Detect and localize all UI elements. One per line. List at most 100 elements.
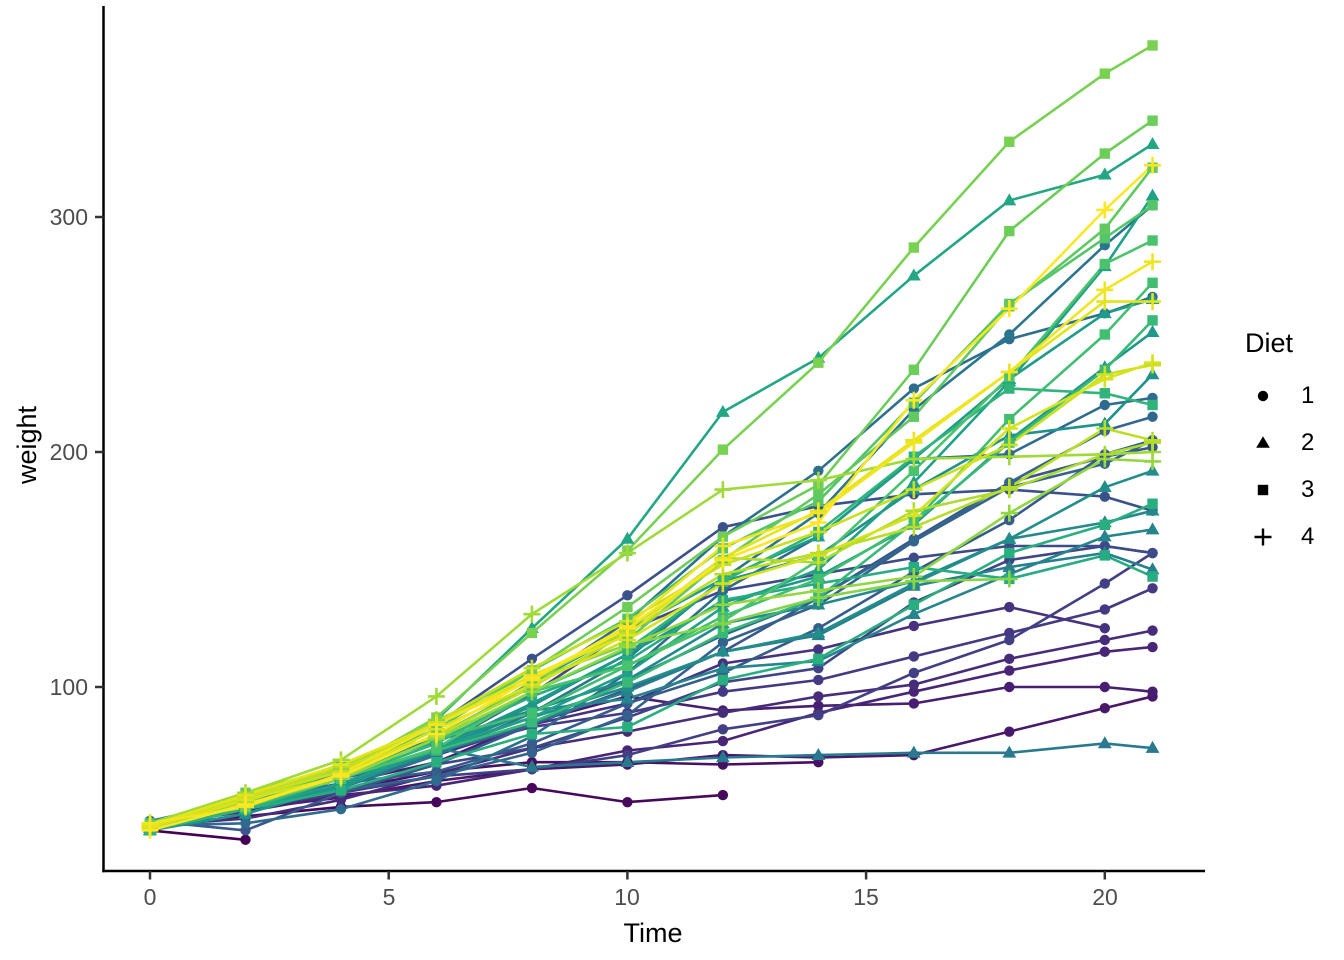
data-point-diet-4 xyxy=(1144,431,1162,449)
data-point-diet-3 xyxy=(622,677,633,688)
data-point-diet-3 xyxy=(1099,68,1110,79)
data-point-diet-1 xyxy=(813,691,824,702)
data-point-diet-4 xyxy=(236,796,254,813)
data-point-diet-3 xyxy=(1099,388,1110,399)
data-point-diet-4 xyxy=(1000,436,1018,454)
data-point-diet-3 xyxy=(1099,550,1110,561)
data-point-diet-1 xyxy=(1099,578,1111,589)
data-point-diet-2 xyxy=(1145,503,1160,516)
data-point-diet-1 xyxy=(908,536,920,547)
data-point-diet-1 xyxy=(431,796,442,808)
data-point-diet-3 xyxy=(1147,315,1158,326)
data-point-diet-3 xyxy=(717,531,729,542)
data-point-diet-1 xyxy=(1099,681,1111,693)
data-point-diet-1 xyxy=(526,653,538,664)
data-point-diet-1 xyxy=(1004,665,1015,676)
data-point-diet-4 xyxy=(1000,363,1018,381)
data-point-diet-2 xyxy=(620,665,635,678)
data-point-diet-3 xyxy=(908,364,920,375)
data-point-diet-1 xyxy=(335,804,347,815)
data-point-diet-1 xyxy=(813,644,824,655)
legend-item-diet-1: 1 xyxy=(1245,372,1344,419)
circle-icon xyxy=(1245,381,1281,411)
data-point-diet-4 xyxy=(714,551,732,569)
data-point-diet-4 xyxy=(809,514,827,531)
data-point-diet-3 xyxy=(622,601,633,613)
data-point-diet-4 xyxy=(809,471,827,489)
data-point-diet-1 xyxy=(1004,726,1015,737)
data-point-diet-4 xyxy=(905,568,923,586)
data-point-diet-1 xyxy=(1099,623,1111,634)
data-point-diet-1 xyxy=(1147,625,1158,636)
data-point-diet-3 xyxy=(526,717,538,728)
data-point-diet-4 xyxy=(1000,478,1018,496)
x-tick-label-15: 15 xyxy=(853,884,879,910)
data-point-diet-1 xyxy=(1099,491,1111,502)
legend-item-label: 3 xyxy=(1301,475,1315,503)
x-axis-title: Time xyxy=(623,918,683,948)
data-point-diet-4 xyxy=(1096,445,1114,463)
data-point-diet-4 xyxy=(1096,370,1114,388)
data-point-diet-1 xyxy=(717,735,729,747)
data-point-diet-1 xyxy=(908,651,920,662)
y-tick-label-100: 100 xyxy=(49,674,88,700)
data-point-diet-2 xyxy=(1145,324,1160,337)
data-point-diet-4 xyxy=(523,669,541,687)
data-point-diet-4 xyxy=(1144,354,1162,372)
data-point-diet-2 xyxy=(1002,193,1017,206)
data-point-diet-3 xyxy=(1147,571,1158,582)
data-point-diet-3 xyxy=(1147,277,1158,288)
data-point-diet-3 xyxy=(813,653,824,664)
data-point-diet-4 xyxy=(1000,300,1018,318)
data-point-diet-2 xyxy=(525,759,539,772)
data-point-diet-4 xyxy=(1144,156,1162,174)
data-point-diet-2 xyxy=(715,750,730,763)
data-point-diet-1 xyxy=(717,789,729,801)
data-point-diet-1 xyxy=(1004,653,1015,664)
data-point-diet-2 xyxy=(1145,188,1160,201)
data-point-diet-3 xyxy=(1147,115,1158,126)
data-point-diet-1 xyxy=(908,667,920,679)
data-point-diet-4 xyxy=(714,575,732,593)
data-point-diet-2 xyxy=(1097,306,1112,319)
data-point-diet-1 xyxy=(813,710,824,721)
data-point-diet-3 xyxy=(622,660,633,672)
data-point-diet-3 xyxy=(431,757,442,768)
data-point-diet-3 xyxy=(813,573,824,585)
data-point-diet-2 xyxy=(1002,745,1017,758)
data-point-diet-3 xyxy=(1147,399,1158,411)
data-point-diet-2 xyxy=(811,625,826,638)
data-point-diet-3 xyxy=(813,357,824,368)
square-icon xyxy=(1245,475,1281,505)
data-point-diet-3 xyxy=(717,674,729,686)
data-point-diet-4 xyxy=(618,619,636,637)
data-point-diet-1 xyxy=(1147,641,1158,653)
data-point-diet-1 xyxy=(622,796,633,808)
data-point-diet-3 xyxy=(1099,223,1110,234)
data-point-diet-3 xyxy=(1004,547,1015,559)
data-point-diet-3 xyxy=(908,599,920,610)
data-point-diet-1 xyxy=(717,724,729,735)
data-point-diet-4 xyxy=(1000,420,1018,437)
x-tick-label-5: 5 xyxy=(382,884,396,910)
data-point-diet-1 xyxy=(908,383,920,394)
data-point-diet-2 xyxy=(811,747,826,760)
data-point-diet-2 xyxy=(906,606,921,619)
x-tick-label-10: 10 xyxy=(614,884,640,910)
data-point-diet-2 xyxy=(1145,136,1160,149)
data-point-diet-1 xyxy=(813,674,824,686)
legend-item-diet-2: 2 xyxy=(1245,419,1344,466)
data-point-diet-3 xyxy=(908,465,920,476)
data-point-diet-1 xyxy=(622,590,633,601)
data-point-diet-1 xyxy=(1147,686,1158,697)
data-point-diet-1 xyxy=(431,775,442,787)
legend-item-label: 2 xyxy=(1301,428,1315,456)
data-point-diet-1 xyxy=(240,818,251,829)
data-point-diet-1 xyxy=(1004,329,1015,340)
data-point-diet-4 xyxy=(905,450,923,468)
data-point-diet-3 xyxy=(1099,148,1110,159)
data-point-diet-4 xyxy=(618,544,636,562)
data-point-diet-3 xyxy=(622,721,633,733)
